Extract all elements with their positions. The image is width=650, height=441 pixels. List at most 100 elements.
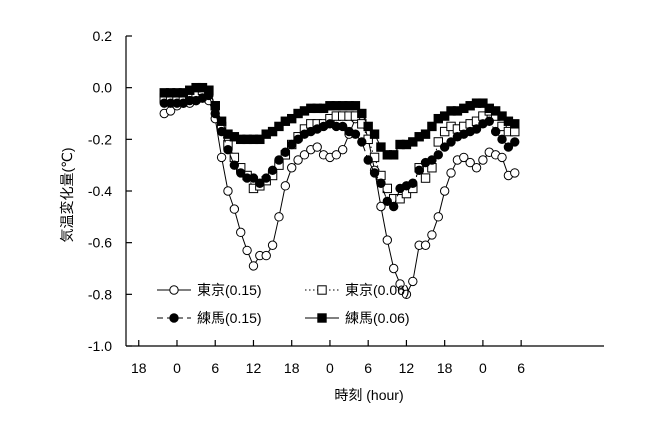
data-point	[287, 163, 297, 173]
legend-label: 東京(0.15)	[197, 282, 262, 298]
data-point	[210, 101, 220, 111]
data-point	[465, 157, 475, 168]
data-point	[312, 142, 322, 152]
data-point	[223, 144, 233, 155]
legend-label: 練馬(0.06)	[345, 310, 410, 326]
data-point	[280, 147, 291, 157]
legend-label: 東京(0.06)	[345, 282, 410, 298]
data-point	[382, 196, 393, 207]
x-axis-title: 時刻 (hour)	[334, 387, 403, 403]
legend-marker	[317, 313, 327, 323]
y-tick-label: -0.6	[88, 235, 112, 251]
data-point	[248, 261, 259, 271]
data-point	[369, 168, 380, 178]
y-tick-label: -1.0	[88, 338, 112, 354]
data-point	[287, 139, 297, 150]
data-point	[478, 98, 488, 108]
data-point	[376, 142, 386, 152]
data-point	[471, 163, 482, 173]
legend-marker	[169, 313, 179, 323]
data-point	[490, 126, 501, 137]
data-point	[503, 142, 514, 152]
data-point	[261, 250, 271, 261]
y-tick-label: -0.4	[88, 183, 112, 199]
data-point	[388, 263, 399, 274]
data-point	[408, 137, 418, 147]
x-tick-label: 6	[211, 360, 219, 376]
data-point	[267, 126, 278, 137]
x-tick-label: 18	[131, 360, 147, 376]
data-point	[490, 106, 501, 116]
x-tick-label: 0	[173, 360, 181, 376]
data-point	[274, 121, 284, 132]
x-tick-label: 0	[326, 360, 334, 376]
legend-entry-3: 練馬(0.06)	[305, 310, 410, 326]
data-point	[229, 160, 240, 170]
data-point	[510, 119, 520, 129]
data-point	[427, 230, 437, 240]
x-tick-label: 12	[246, 360, 262, 376]
x-tick-label: 0	[479, 360, 487, 376]
data-point	[267, 240, 278, 250]
series-layer	[159, 82, 520, 300]
y-axis-title: 気温変化量(℃)	[59, 147, 75, 242]
data-point	[255, 178, 265, 188]
series-3	[159, 82, 520, 160]
data-point	[369, 129, 380, 139]
data-point	[427, 121, 437, 132]
data-point	[382, 183, 393, 194]
x-tick-label: 6	[364, 360, 372, 376]
x-tick-label: 18	[437, 360, 453, 376]
data-point	[293, 155, 303, 165]
data-point	[395, 194, 405, 204]
data-point	[331, 150, 342, 160]
data-point	[357, 137, 367, 147]
data-point	[223, 186, 233, 196]
legend-marker	[169, 285, 179, 295]
data-point	[497, 134, 507, 145]
data-point	[497, 121, 507, 132]
data-point	[216, 152, 227, 163]
data-point	[401, 289, 412, 300]
data-point	[478, 155, 488, 165]
data-point	[510, 126, 520, 137]
data-point	[350, 129, 361, 139]
data-point	[216, 116, 227, 126]
y-tick-label: 0.0	[93, 80, 113, 96]
data-point	[236, 168, 246, 178]
axes: 0.2 0.0 -0.2 -0.4 -0.6 -0.8 -1.0 18 0 6 12 18 0 6 12 18…	[88, 28, 604, 376]
data-point	[376, 201, 386, 212]
data-point	[510, 168, 520, 178]
data-point	[229, 204, 240, 214]
data-point	[261, 173, 271, 183]
x-tick-label: 6	[517, 360, 525, 376]
y-tick-label: -0.2	[88, 131, 112, 147]
y-tick-label: 0.2	[93, 28, 113, 44]
legend: 東京(0.15) 東京(0.06) 練馬(0.15) 練馬(0.06)	[157, 282, 410, 326]
legend-entry-0: 東京(0.15)	[157, 282, 262, 298]
data-point	[204, 85, 214, 95]
data-point	[420, 173, 431, 183]
data-point	[395, 279, 405, 289]
series-2	[159, 90, 520, 212]
data-point	[280, 181, 291, 191]
data-point	[439, 142, 450, 152]
data-point	[388, 201, 399, 212]
data-point	[274, 155, 284, 165]
data-point	[439, 186, 450, 196]
data-point	[439, 111, 450, 121]
data-point	[363, 121, 373, 132]
data-point	[287, 113, 297, 124]
data-point	[510, 137, 520, 147]
y-tick-label: -0.8	[88, 286, 112, 302]
data-point	[497, 152, 507, 163]
data-point	[267, 165, 278, 176]
data-point	[414, 165, 424, 176]
legend-entry-1: 東京(0.06)	[305, 282, 410, 298]
data-point	[446, 137, 456, 147]
data-point	[293, 134, 303, 145]
data-point	[350, 101, 361, 111]
data-point	[248, 173, 259, 183]
data-point	[357, 108, 367, 119]
